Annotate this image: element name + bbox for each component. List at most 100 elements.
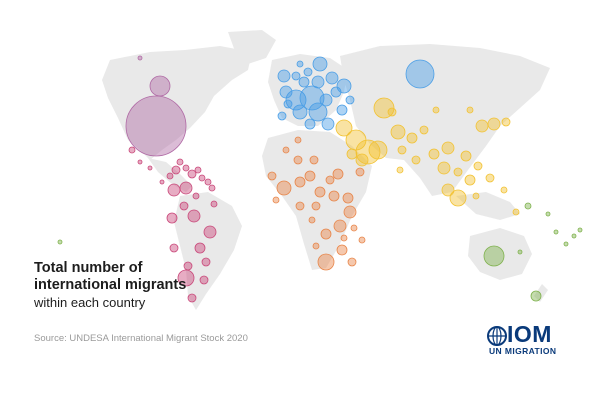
bubble-asia [441, 141, 455, 155]
bubble-europe [336, 78, 352, 94]
bubble-africa [304, 170, 316, 182]
bubble-africa [272, 196, 280, 204]
map-caption: Total number of international migrants w… [34, 260, 186, 311]
bubble-americas [147, 165, 153, 171]
bubble-americas [187, 293, 197, 303]
bubble-americas [187, 209, 201, 223]
bubble-europe [303, 67, 313, 77]
bubble-asia [453, 167, 463, 177]
bubble-europe [405, 59, 435, 89]
bubble-africa [314, 186, 326, 198]
land-se-asia [456, 192, 520, 220]
bubble-americas [194, 166, 202, 174]
bubble-africa [332, 168, 344, 180]
bubble-americas [137, 159, 143, 165]
bubble-asia [396, 166, 404, 174]
land-greenland [228, 30, 276, 64]
bubble-europe [345, 95, 355, 105]
bubble-americas [210, 200, 218, 208]
bubble-asia [473, 161, 483, 171]
bubble-africa [312, 242, 320, 250]
land-africa [262, 130, 372, 270]
bubble-europe [299, 85, 325, 111]
bubble-americas [166, 212, 178, 224]
bubble-asia [397, 145, 407, 155]
bubble-oceania [483, 245, 505, 267]
bubble-north-america [125, 95, 187, 157]
bubble-europe [277, 69, 291, 83]
bubble-africa [311, 201, 321, 211]
bubble-asia [346, 148, 358, 160]
bubble-oceania [530, 290, 542, 302]
bubble-europe [321, 117, 335, 131]
bubble-americas [198, 174, 206, 182]
bubble-asia [355, 153, 369, 167]
bubble-africa [342, 192, 354, 204]
iom-globe-logo-icon [487, 326, 507, 346]
bubble-americas [182, 164, 190, 172]
bubble-americas [203, 225, 217, 239]
migrant-bubbles [57, 55, 583, 303]
bubble-oceania [57, 239, 63, 245]
bubble-north-america [149, 75, 171, 97]
bubble-americas [166, 172, 174, 180]
bubble-americas [167, 183, 181, 197]
bubble-asia [368, 140, 388, 160]
bubble-asia [487, 117, 501, 131]
bubble-americas [159, 179, 165, 185]
bubble-africa [309, 155, 319, 165]
bubble-asia [500, 186, 508, 194]
bubble-asia [428, 148, 440, 160]
bubble-asia [432, 106, 440, 114]
bubble-europe [291, 71, 301, 81]
bubble-africa [358, 236, 366, 244]
bubble-africa [343, 205, 357, 219]
bubble-africa [325, 175, 335, 185]
caption-line-3: within each country [34, 295, 146, 310]
bubble-africa [294, 136, 302, 144]
bubble-asia [472, 192, 480, 200]
bubble-europe [336, 104, 348, 116]
bubble-oceania [563, 241, 569, 247]
logo-subtitle: UN MIGRATION [489, 346, 557, 356]
bubble-americas [171, 165, 181, 175]
bubble-americas [187, 169, 197, 179]
bubble-africa [320, 228, 332, 240]
bubble-africa [347, 257, 357, 267]
bubble-americas [179, 181, 193, 195]
bubble-americas [176, 158, 184, 166]
bubble-europe [283, 99, 293, 109]
bubble-africa [293, 155, 303, 165]
bubble-oceania [553, 229, 559, 235]
bubble-asia [466, 106, 474, 114]
caption-line-2: international migrants [34, 277, 187, 293]
bubble-americas [194, 242, 206, 254]
bubble-americas [128, 146, 136, 154]
bubble-asia [335, 119, 353, 137]
bubble-africa [328, 190, 340, 202]
bubble-europe [312, 56, 328, 72]
bubble-asia [449, 189, 467, 207]
bubble-asia [437, 161, 451, 175]
bubble-asia [460, 150, 472, 162]
bubble-asia [387, 107, 397, 117]
logo-wordmark: IOM [507, 321, 552, 347]
bubble-asia [475, 119, 489, 133]
bubble-europe [292, 104, 308, 120]
bubble-africa [282, 146, 290, 154]
bubble-asia [441, 183, 455, 197]
bubble-asia [464, 174, 476, 186]
bubble-americas [179, 201, 189, 211]
bubble-africa [295, 201, 305, 211]
bubble-africa [336, 244, 348, 256]
bubble-americas [192, 192, 200, 200]
bubble-asia [411, 155, 421, 165]
bubble-europe [277, 111, 287, 121]
bubble-oceania [545, 211, 551, 217]
bubble-americas [169, 243, 179, 253]
bubble-africa [267, 171, 277, 181]
bubble-asia [390, 124, 406, 140]
bubble-oceania [577, 227, 583, 233]
bubble-asia [373, 97, 395, 119]
